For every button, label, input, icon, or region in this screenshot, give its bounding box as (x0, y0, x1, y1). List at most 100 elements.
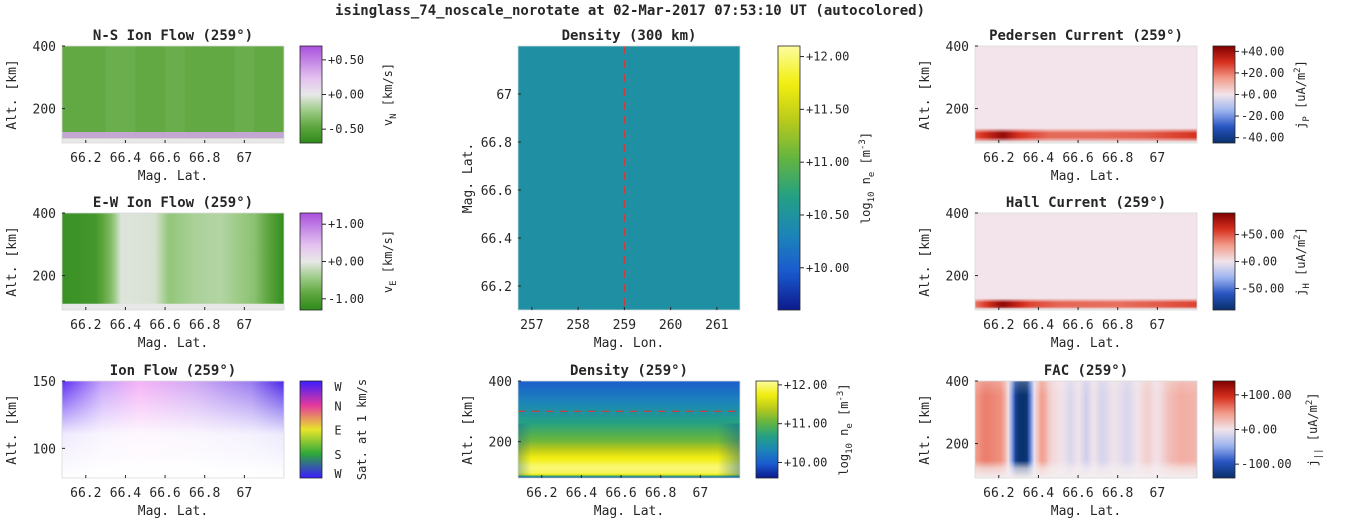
colorbar-tick-label: +50.00 (1241, 228, 1284, 242)
axes-box (974, 212, 1198, 311)
y-tick-label: 400 (946, 207, 969, 222)
x-axis-label: Mag. Lat. (1051, 169, 1121, 184)
x-tick-label: 66.4 (1023, 318, 1054, 333)
colorbar-tick-label: +11.00 (806, 155, 849, 169)
axes-box (61, 380, 285, 479)
panel-title: Hall Current (259°) (1006, 195, 1166, 211)
panel-title: FAC (259°) (1044, 363, 1128, 379)
axes-box (517, 45, 741, 311)
heatmap-edge (518, 423, 740, 478)
panel-title: Density (259°) (570, 363, 688, 379)
y-axis-label: Alt. [km] (5, 226, 20, 296)
y-tick-label: 200 (946, 270, 969, 285)
colorbar-label: vE [km/s] (381, 230, 399, 293)
colorbar-tick-label: +0.00 (1241, 423, 1277, 437)
heatmap-field (518, 46, 740, 310)
x-tick-label: 66.8 (1102, 486, 1133, 501)
heatmap-field (62, 213, 284, 310)
x-axis-label: Mag. Lat. (1051, 336, 1121, 351)
colorbar-tick-label: -0.50 (328, 122, 364, 136)
x-tick-label: 66.6 (149, 151, 180, 166)
y-axis-label: Alt. [km] (918, 226, 933, 296)
axes-box (61, 45, 285, 144)
colorbar-tick-label: +11.00 (784, 417, 827, 431)
y-tick-label: 66.8 (481, 136, 512, 151)
x-tick-label: 66.2 (526, 486, 557, 501)
colorbar (1212, 212, 1236, 311)
x-tick-label: 66.8 (189, 151, 220, 166)
x-tick-label: 66.8 (189, 318, 220, 333)
x-tick-label: 66.4 (110, 318, 141, 333)
y-tick-label: 200 (946, 103, 969, 118)
x-tick-label: 67 (237, 318, 253, 333)
axes-box (517, 380, 741, 479)
y-axis-label: Alt. [km] (461, 394, 476, 464)
panel-ew_flow: 66.2 66.4 66.6 66.8 67 200 400 E-W Ion Flow (25… (5, 195, 399, 351)
x-tick-label: 66.2 (983, 318, 1014, 333)
y-tick-label: 200 (33, 270, 56, 285)
figure-title: isinglass_74_noscale_norotate at 02-Mar-… (335, 3, 925, 19)
x-tick-label: 259 (613, 318, 636, 333)
x-tick-label: 261 (705, 318, 728, 333)
x-tick-label: 66.2 (70, 151, 101, 166)
panel-density_259: 66.2 66.4 66.6 66.8 67 200 400 Density (259°) Ma… (461, 363, 855, 519)
x-tick-label: 66.6 (1062, 486, 1093, 501)
heatmap (975, 381, 1197, 478)
heatmap-bottom (975, 308, 1197, 310)
x-tick-label: 67 (693, 486, 709, 501)
panel-hall: 66.2 66.4 66.6 66.8 67 200 400 Hall Current (25… (918, 195, 1312, 351)
colorbar (299, 380, 323, 479)
x-tick-label: 66.6 (1062, 318, 1093, 333)
y-tick-label: 200 (33, 103, 56, 118)
x-axis-label: Mag. Lat. (138, 169, 208, 184)
panel-title: Density (300 km) (562, 28, 697, 44)
y-tick-label: 66.2 (481, 280, 512, 295)
x-tick-label: 260 (659, 318, 682, 333)
colorbar-tick-label: W (334, 467, 342, 481)
colorbar-tick-label: +0.00 (1241, 88, 1277, 102)
x-tick-label: 66.4 (1023, 486, 1054, 501)
colorbar (777, 45, 801, 311)
colorbar-tick-label: -20.00 (1241, 109, 1284, 123)
panel-ion_flow: 66.2 66.4 66.6 66.8 67 100 150 Ion Flow (259°) M… (5, 363, 369, 519)
heatmap (62, 381, 284, 478)
colorbar-label: vN [km/s] (381, 63, 399, 126)
y-tick-label: 400 (946, 40, 969, 55)
y-tick-label: 400 (946, 375, 969, 390)
heatmap-bottom (975, 141, 1197, 143)
colorbar-tick-label: -100.00 (1241, 457, 1292, 471)
y-tick-label: 200 (489, 436, 512, 451)
colorbar (755, 380, 779, 479)
heatmap-field (975, 46, 1197, 143)
colorbar-label: log10 ne [m-3] (836, 383, 855, 475)
heatmap (518, 46, 740, 310)
colorbar (299, 212, 323, 311)
x-axis-label: Mag. Lat. (138, 336, 208, 351)
x-tick-label: 66.4 (566, 486, 597, 501)
y-tick-label: 400 (489, 375, 512, 390)
colorbar-tick-label: -40.00 (1241, 131, 1284, 145)
heatmap-fade (62, 381, 284, 478)
x-axis-label: Mag. Lat. (138, 504, 208, 519)
axes-box (974, 45, 1198, 144)
heatmap-field (975, 213, 1197, 310)
current-layer (975, 128, 1197, 143)
panel-fac: 66.2 66.4 66.6 66.8 67 200 400 FAC (259°) Mag. L… (918, 363, 1324, 519)
colorbar (1212, 45, 1236, 144)
colorbar-label: Sat. at 1 km/s (355, 379, 369, 480)
colorbar-tick-label: -50.00 (1241, 281, 1284, 295)
x-tick-label: 66.8 (645, 486, 676, 501)
x-tick-label: 67 (237, 151, 253, 166)
x-axis-label: Mag. Lon. (594, 336, 664, 351)
y-axis-label: Alt. [km] (918, 59, 933, 129)
x-tick-label: 67 (237, 486, 253, 501)
x-tick-label: 258 (566, 318, 589, 333)
x-axis-label: Mag. Lat. (594, 504, 664, 519)
panel-title: N-S Ion Flow (259°) (93, 28, 253, 44)
colorbar-tick-label: +10.00 (806, 261, 849, 275)
panel-title: Ion Flow (259°) (110, 363, 236, 379)
panel-title: Pedersen Current (259°) (989, 28, 1183, 44)
x-tick-label: 66.2 (70, 486, 101, 501)
x-tick-label: 66.6 (149, 318, 180, 333)
